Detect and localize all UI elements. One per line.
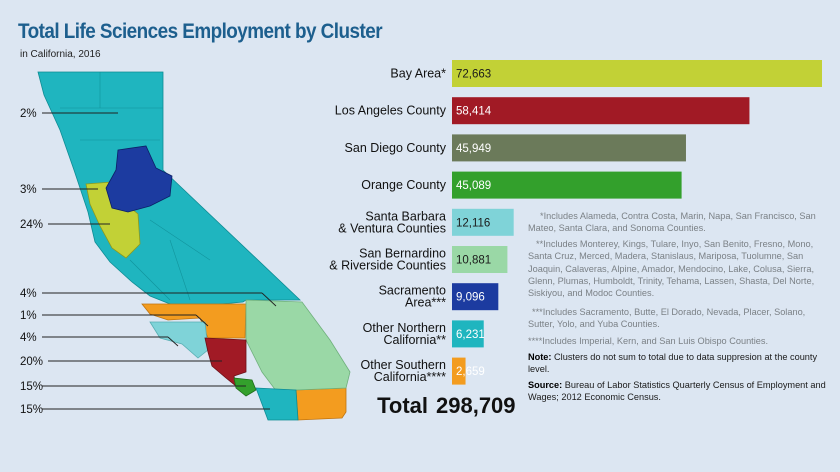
map-percent-label: 20%	[20, 356, 43, 368]
category-label-line: Bay Area*	[390, 67, 446, 81]
map-region-san-diego	[255, 387, 299, 421]
map-region-san-bernardino-riverside	[245, 299, 351, 397]
category-label-line: California**	[383, 333, 446, 347]
map-percent-label: 1%	[20, 310, 37, 322]
bar-value-label: 58,414	[456, 106, 492, 118]
category-label-line: San Diego County	[345, 141, 447, 155]
total-value: 298,709	[436, 393, 516, 418]
bar-value-label: 45,089	[456, 180, 491, 192]
source-label: Source:	[528, 380, 563, 390]
category-label: Santa Barbara & Ventura Counties	[338, 209, 446, 235]
map-percent-labels: 2% 3% 24% 4% 1% 4% 20% 15% 15%	[20, 108, 43, 416]
category-label-line: California****	[374, 370, 446, 384]
map-percent-label: 15%	[20, 381, 43, 393]
source-paragraph: Source: Bureau of Labor Statistics Quart…	[528, 379, 828, 404]
map-percent-label: 24%	[20, 219, 43, 231]
map-region-santa-barbara-ventura	[149, 321, 209, 359]
category-label-line: Area***	[405, 296, 446, 310]
category-label-line: Other Northern	[363, 321, 446, 335]
bar	[452, 357, 466, 385]
footnote-other-northern: **Includes Monterey, Kings, Tulare, Inyo…	[528, 239, 815, 299]
note-text: Clusters do not sum to total due to data…	[528, 352, 818, 375]
map-leader-lines	[42, 112, 277, 410]
category-label-line: Sacramento	[379, 284, 446, 298]
map-percent-label: 3%	[20, 184, 37, 196]
category-label: Sacramento Area***	[379, 284, 447, 310]
category-label: Bay Area*	[390, 67, 446, 81]
bar-value-label: 2,659	[456, 366, 485, 378]
map-region-sacramento	[105, 145, 173, 213]
bar-value-label: 10,881	[456, 255, 491, 267]
chart-subtitle: in California, 2016	[20, 49, 101, 60]
category-label-line: Orange County	[361, 178, 447, 192]
bar-value-label: 12,116	[456, 217, 490, 229]
category-label: San Bernardino & Riverside Counties	[329, 247, 446, 273]
county-lines	[60, 72, 211, 301]
footnote-other-southern: ****Includes Imperial, Kern, and San Lui…	[528, 336, 769, 346]
bar	[452, 320, 484, 348]
map-percent-label: 4%	[20, 332, 37, 344]
footnote-bay-area: *Includes Alameda, Contra Costa, Marin, …	[528, 211, 816, 234]
bar	[452, 60, 822, 87]
bar	[452, 246, 508, 273]
bar-value-label: 45,949	[456, 143, 491, 155]
category-label-line: Los Angeles County	[335, 104, 447, 118]
map-percent-label: 2%	[20, 108, 37, 120]
note-label: Note:	[528, 352, 552, 362]
note-paragraph: Note: Clusters do not sum to total due t…	[528, 351, 828, 376]
bar	[452, 283, 499, 311]
bar	[452, 208, 514, 236]
map-percent-label: 4%	[20, 288, 37, 300]
bars-group: 72,663 Bay Area* 58,414 Los Angeles County 4…	[329, 60, 822, 385]
category-label: San Diego County	[345, 141, 447, 155]
footnote-sacramento: ***Includes Sacramento, Butte, El Dorado…	[528, 307, 806, 330]
bar	[452, 97, 750, 125]
category-label-line: San Bernardino	[359, 247, 446, 261]
category-label-line: & Riverside Counties	[329, 259, 446, 273]
bar-value-label: 6,231	[456, 329, 485, 341]
chart-title: Total Life Sciences Employment by Cluste…	[18, 20, 383, 43]
bar-value-label: 9,096	[456, 292, 485, 304]
category-label-line: & Ventura Counties	[338, 221, 446, 235]
map-percent-label: 15%	[20, 404, 43, 416]
category-label: Los Angeles County	[335, 104, 447, 118]
category-label-line: Other Southern	[361, 358, 447, 372]
category-label: Other Southern California****	[361, 358, 447, 384]
category-label: Orange County	[361, 178, 447, 192]
category-label: Other Northern California**	[363, 321, 447, 347]
bar-value-label: 72,663	[456, 69, 491, 81]
total-label: Total	[377, 393, 428, 418]
category-label-line: Santa Barbara	[365, 209, 446, 223]
source-text: Bureau of Labor Statistics Quarterly Cen…	[528, 380, 826, 403]
bar	[452, 134, 686, 162]
bar	[452, 171, 682, 199]
